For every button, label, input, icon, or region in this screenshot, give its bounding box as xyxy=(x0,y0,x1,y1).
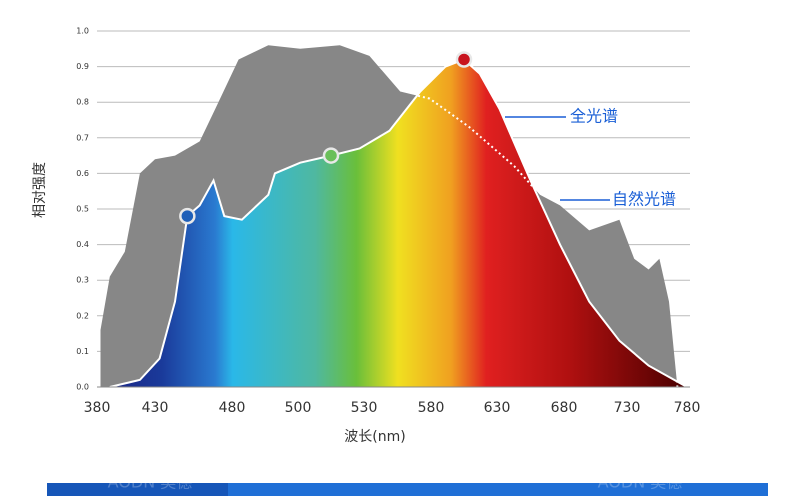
y-tick-label: 0.1 xyxy=(76,347,89,356)
y-tick-label: 0.4 xyxy=(76,240,89,249)
y-tick-label: 0.5 xyxy=(76,205,89,214)
legend-label: 自然光谱 xyxy=(612,190,676,209)
y-tick-label: 0.9 xyxy=(76,62,89,71)
marker xyxy=(179,207,196,225)
x-tick-label: 680 xyxy=(551,400,578,416)
x-tick-label: 630 xyxy=(484,400,511,416)
x-tick-label: 580 xyxy=(418,400,445,416)
y-tick-label: 1.0 xyxy=(76,27,89,36)
y-tick-label: 0.7 xyxy=(76,133,89,142)
x-tick-label: 530 xyxy=(351,400,378,416)
x-tick-label: 730 xyxy=(614,400,641,416)
x-tick-label: 480 xyxy=(219,400,246,416)
y-tick-label: 0.6 xyxy=(76,169,89,178)
x-tick-label: 780 xyxy=(674,400,701,416)
x-tick-label: 500 xyxy=(285,400,312,416)
watermark: AODN 奥德 xyxy=(108,473,193,492)
x-axis-label: 波长(nm) xyxy=(344,429,405,445)
full-spectrum-area xyxy=(109,59,688,387)
y-tick-label: 0.0 xyxy=(76,383,89,392)
footer-tab xyxy=(47,483,228,496)
y-tick-label: 0.8 xyxy=(76,98,89,107)
y-axis-label: 相对强度 xyxy=(32,162,48,218)
marker xyxy=(455,51,473,68)
x-tick-label: 380 xyxy=(84,400,111,416)
marker xyxy=(322,147,340,164)
y-tick-label: 0.3 xyxy=(76,276,89,285)
y-tick-label: 0.2 xyxy=(76,311,89,320)
watermark: AODN 奥德 xyxy=(598,473,683,492)
x-tick-label: 430 xyxy=(142,400,169,416)
legend-label: 全光谱 xyxy=(570,107,618,126)
